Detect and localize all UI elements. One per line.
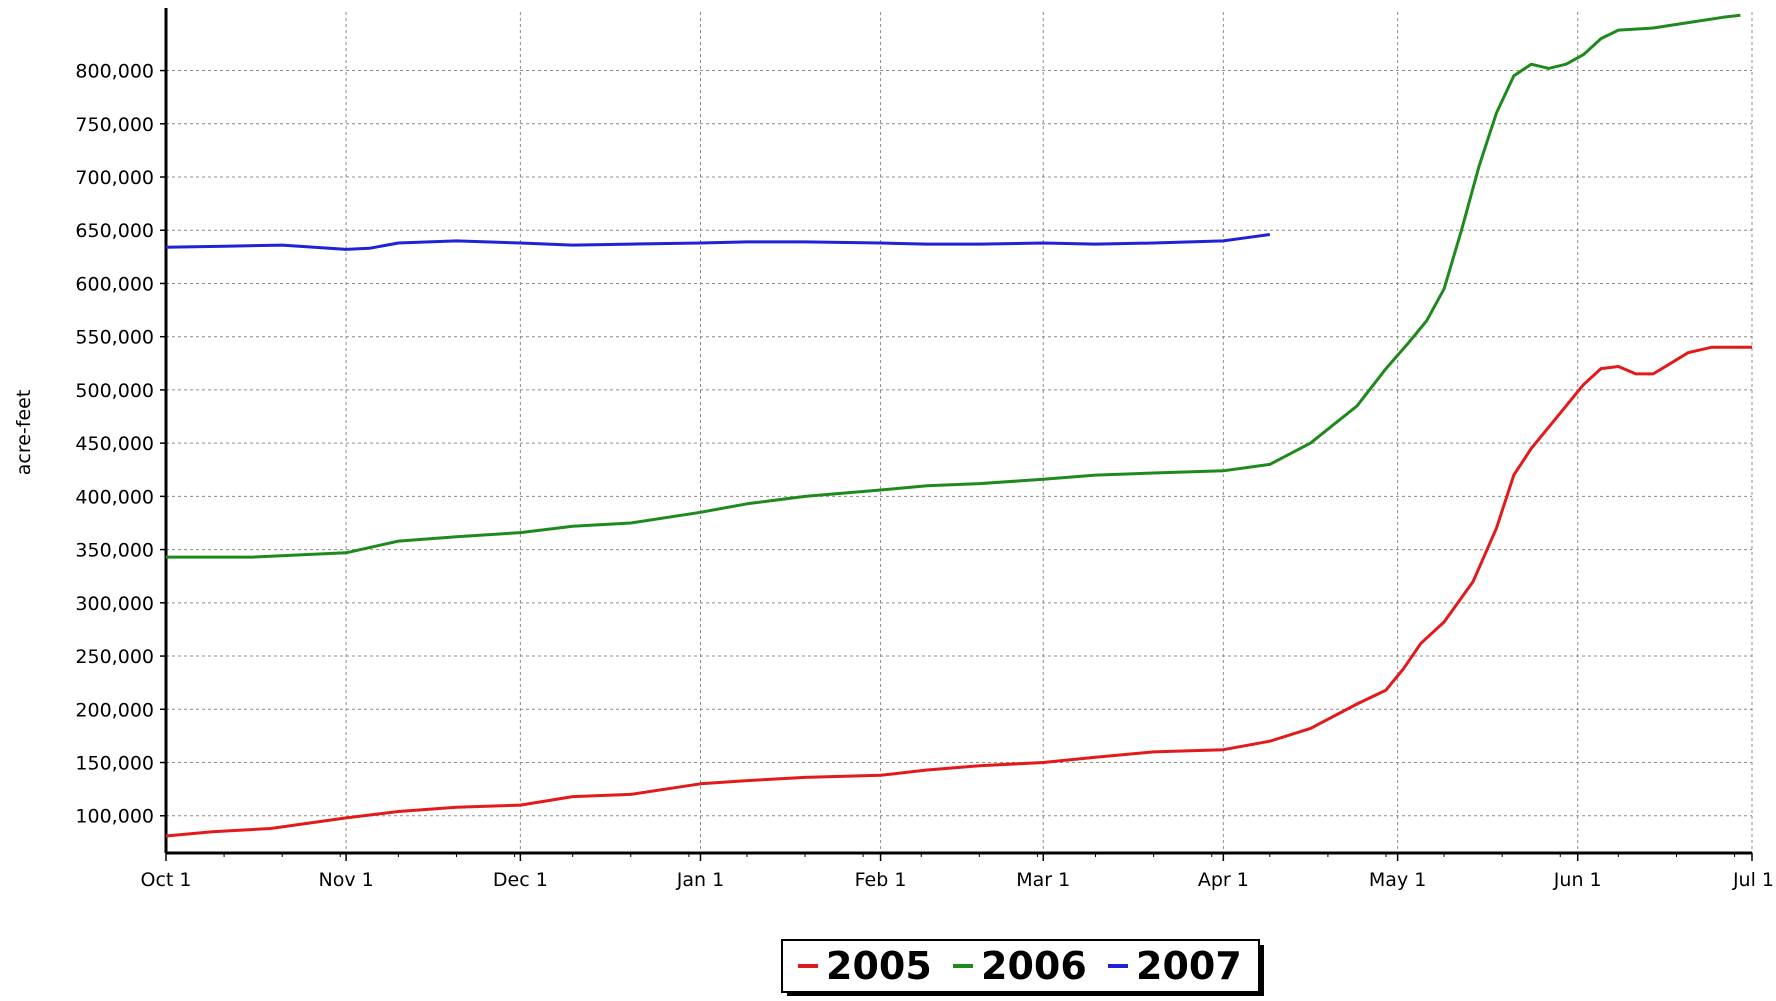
series-line-2007	[165, 233, 1271, 251]
y-tick-label: 350,000	[75, 540, 154, 562]
y-tick-label: 100,000	[75, 806, 154, 828]
legend-label-2006: 2006	[981, 944, 1087, 988]
y-tick-label: 750,000	[75, 114, 154, 136]
series-line-2005	[165, 345, 1752, 838]
y-axis-label: acre-feet	[13, 390, 35, 476]
grid	[165, 12, 1753, 853]
x-tick-label: Jun 1	[1553, 869, 1602, 891]
x-tick-label: Apr 1	[1198, 869, 1249, 891]
series-lines	[165, 13, 1752, 838]
legend-label-2005: 2005	[826, 944, 932, 988]
y-tick-label: 800,000	[75, 61, 154, 83]
legend: 2005 2006 2007	[781, 939, 1264, 997]
x-tick-label: Dec 1	[493, 869, 548, 891]
y-tick-label: 600,000	[75, 273, 154, 295]
y-tick-label: 200,000	[75, 699, 154, 721]
y-tick-label: 450,000	[75, 433, 154, 455]
x-tick-label: Feb 1	[855, 869, 907, 891]
x-tick-label: Jan 1	[676, 869, 724, 891]
y-tick-label: 500,000	[75, 380, 154, 402]
x-tick-label: Oct 1	[141, 869, 192, 891]
x-tick-label: May 1	[1369, 869, 1426, 891]
legend-box	[781, 939, 1260, 993]
axes: 100,000 150,000 200,000 250,000 300,000 350,0…	[13, 8, 1774, 891]
x-tick-label: Mar 1	[1016, 869, 1070, 891]
y-tick-label: 150,000	[75, 753, 154, 775]
y-tick-label: 650,000	[75, 220, 154, 242]
y-tick-label: 300,000	[75, 593, 154, 615]
series-line-2006	[166, 13, 1741, 559]
y-tick-label: 250,000	[75, 646, 154, 668]
x-tick-label: Nov 1	[318, 869, 373, 891]
y-tick-label: 700,000	[75, 167, 154, 189]
y-tick-label: 550,000	[75, 327, 154, 349]
x-tick-label: Jul 1	[1732, 869, 1774, 891]
y-tick-label: 400,000	[75, 486, 154, 508]
legend-label-2007: 2007	[1136, 944, 1242, 988]
